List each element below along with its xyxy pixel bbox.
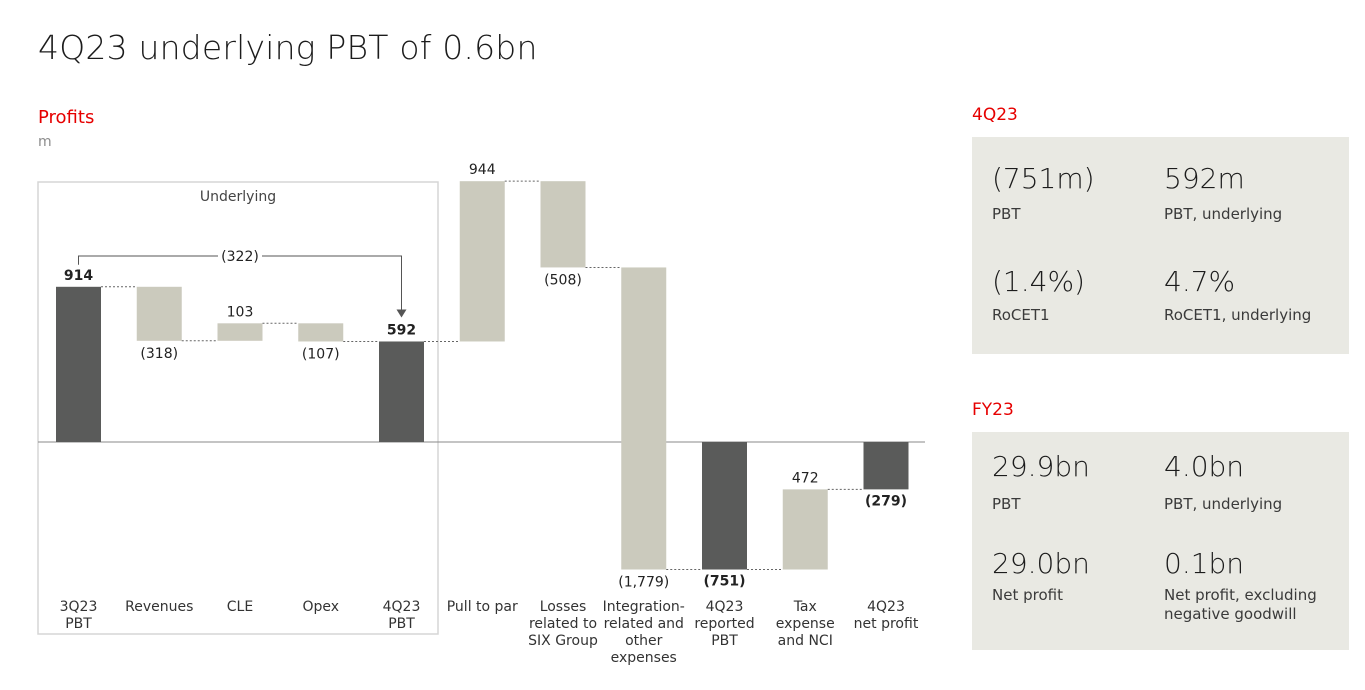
value-label-9: 472: [792, 470, 819, 486]
chart-title: Profits: [38, 107, 95, 128]
kpi-label: Net profit, excluding negative goodwill: [1164, 586, 1317, 623]
kpi-value: 592m: [1164, 162, 1245, 195]
kpi-rocet1-underlying: 4.7% RoCET1, underlying: [1164, 265, 1311, 325]
category-label-9: Tax expense and NCI: [776, 599, 835, 649]
bar-9: [782, 489, 828, 570]
value-label-8: (751): [703, 574, 745, 590]
bar-7: [621, 267, 667, 570]
bar-0: [56, 286, 101, 442]
panel-fy23-heading: FY23: [972, 400, 1014, 420]
kpi-fy-pbt: 29.9bn PBT: [992, 450, 1090, 514]
page-title: 4Q23 underlying PBT of 0.6bn: [38, 28, 538, 67]
bar-1: [136, 286, 182, 341]
kpi-fy-pbt-underlying: 4.0bn PBT, underlying: [1164, 450, 1282, 514]
category-label-8: 4Q23 reported PBT: [694, 599, 754, 649]
kpi-label: PBT: [992, 205, 1021, 223]
kpi-value: 0.1bn: [1164, 547, 1245, 580]
bar-10: [863, 442, 909, 490]
category-label-0: 3Q23 PBT: [60, 599, 98, 632]
kpi-fy-net-profit: 29.0bn Net profit: [992, 547, 1090, 605]
bar-4: [379, 341, 424, 442]
bar-5: [459, 181, 505, 342]
value-label-0: 914: [64, 268, 93, 284]
bridge-arrow-head: [396, 309, 407, 318]
kpi-value: (1.4%): [992, 265, 1085, 298]
category-label-2: CLE: [227, 599, 253, 615]
category-label-5: Pull to par: [447, 599, 518, 615]
kpi-value: 4.7%: [1164, 265, 1236, 298]
kpi-pbt-underlying: 592m PBT, underlying: [1164, 162, 1282, 224]
category-label-4: 4Q23 PBT: [383, 599, 421, 632]
category-label-3: Opex: [302, 599, 339, 615]
kpi-fy-net-profit-excl: 0.1bn Net profit, excluding negative goo…: [1164, 547, 1334, 624]
waterfall-chart: Underlying 914 (318) 103 (107) 592 944 (508) (1,…: [37, 162, 925, 666]
panel-4q23: (751m) PBT 592m PBT, underlying (1.4%) R…: [972, 137, 1349, 354]
kpi-label: PBT: [992, 495, 1021, 513]
underlying-box: [37, 181, 439, 635]
kpi-value: 29.9bn: [992, 450, 1090, 483]
value-label-6: (508): [544, 272, 582, 288]
bar-6: [540, 181, 586, 268]
category-label-6: Losses related to SIX Group: [528, 599, 598, 649]
category-label-7: Integration-related and other expenses: [603, 599, 685, 666]
category-label-1: Revenues: [125, 599, 193, 615]
value-label-1: (318): [140, 346, 178, 362]
panel-fy23: 29.9bn PBT 4.0bn PBT, underlying 29.0bn …: [972, 432, 1349, 650]
bridge-label: (322): [221, 249, 259, 265]
value-label-10: (279): [865, 493, 907, 509]
kpi-label: PBT, underlying: [1164, 495, 1283, 513]
kpi-value: 4.0bn: [1164, 450, 1245, 483]
kpi-value: 29.0bn: [992, 547, 1090, 580]
kpi-rocet1: (1.4%) RoCET1: [992, 265, 1085, 325]
kpi-label: Net profit: [992, 586, 1063, 604]
kpi-value: (751m): [992, 162, 1095, 195]
value-label-4: 592: [387, 322, 416, 338]
bridge-label-bg: [218, 246, 262, 266]
kpi-pbt: (751m) PBT: [992, 162, 1095, 224]
value-label-7: (1,779): [618, 575, 669, 591]
bar-3: [298, 323, 344, 342]
value-label-5: 944: [469, 162, 496, 178]
bar-2: [217, 323, 263, 341]
value-label-2: 103: [227, 304, 254, 320]
kpi-label: RoCET1, underlying: [1164, 306, 1312, 324]
value-label-3: (107): [302, 346, 340, 362]
kpi-label: PBT, underlying: [1164, 205, 1283, 223]
kpi-label: RoCET1: [992, 306, 1050, 324]
bar-8: [702, 442, 747, 570]
underlying-label: Underlying: [200, 189, 276, 205]
panel-4q23-heading: 4Q23: [972, 105, 1018, 125]
chart-unit: m: [38, 134, 52, 150]
category-label-10: 4Q23 net profit: [854, 599, 919, 632]
